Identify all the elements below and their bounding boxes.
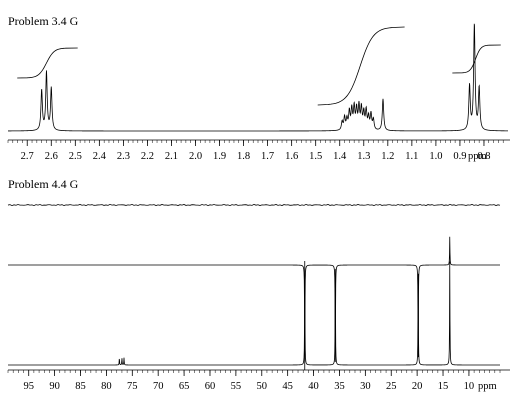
x-axis-unit: ppm: [468, 151, 487, 162]
x-tick-label: 0.9: [453, 151, 466, 162]
x-tick-label: 1.0: [429, 151, 442, 162]
x-tick-label: 40: [308, 381, 319, 392]
x-tick-label: 20: [412, 381, 423, 392]
x-tick-label: 45: [282, 381, 293, 392]
x-tick-label: 15: [438, 381, 449, 392]
x-tick-label: 55: [231, 381, 242, 392]
panel-title: Problem 4.4 G: [8, 177, 79, 191]
x-tick-label: 65: [179, 381, 190, 392]
x-tick-label: 2.4: [93, 151, 107, 162]
panel-title: Problem 3.4 G: [8, 14, 79, 28]
x-tick-label: 2.7: [21, 151, 34, 162]
x-tick-label: 1.6: [285, 151, 298, 162]
x-axis: 95 90 85 80 75 70 65 60 55 50 45 40 35 30 25 20 15 10 ppm: [7, 369, 510, 392]
x-tick-label: 1.5: [309, 151, 322, 162]
integral-curve: [317, 26, 405, 106]
x-tick-label: 10: [464, 381, 475, 392]
x-tick-label: 75: [127, 381, 138, 392]
x-axis: 2.7 2.6 2.5 2.4 2.3 2.2 2.1 2.0 1.9 1.8 1.7 1.6 1.5 1…: [7, 139, 510, 162]
integral-curve: [17, 47, 78, 79]
spectrum-trace: [8, 23, 508, 132]
x-tick-label: 70: [153, 381, 164, 392]
integral-curve: [452, 44, 501, 74]
carbon-spectrum-panel: Problem 4.4 G 95 90 85 80 75 70 65 60 55 50 45 40 35…: [7, 177, 510, 392]
x-tick-label: 60: [205, 381, 216, 392]
x-tick-label: 2.3: [117, 151, 130, 162]
x-tick-label: 1.2: [381, 151, 394, 162]
x-tick-label: 2.0: [189, 151, 202, 162]
x-tick-label: 85: [75, 381, 86, 392]
x-tick-label: 95: [23, 381, 34, 392]
spectrum-trace-bottom: [8, 261, 500, 366]
x-tick-label: 0.8: [477, 151, 490, 162]
x-tick-label: 1.4: [333, 151, 347, 162]
x-tick-label: 1.3: [357, 151, 370, 162]
x-tick-label: 1.9: [213, 151, 226, 162]
x-tick-label: 50: [257, 381, 268, 392]
x-tick-label: 1.7: [261, 151, 274, 162]
proton-spectrum-panel: Problem 3.4 G 2.7 2.6 2.5 2.4 2.3 2.2 2.1 2.0 1.…: [7, 14, 510, 162]
integral-curves: [17, 26, 501, 106]
x-tick-label: 30: [360, 381, 371, 392]
x-tick-label: 35: [334, 381, 345, 392]
x-tick-label: 25: [386, 381, 397, 392]
x-tick-label: 1.1: [405, 151, 418, 162]
x-tick-label: 2.1: [165, 151, 178, 162]
x-axis-unit: ppm: [478, 381, 497, 392]
x-tick-label: 2.2: [141, 151, 154, 162]
spectrum-trace-top: [7, 203, 501, 207]
x-tick-label: 2.5: [69, 151, 82, 162]
x-tick-label: 90: [49, 381, 60, 392]
x-tick-label: 2.6: [45, 151, 58, 162]
x-tick-label: 80: [101, 381, 112, 392]
x-tick-label: 1.8: [237, 151, 250, 162]
